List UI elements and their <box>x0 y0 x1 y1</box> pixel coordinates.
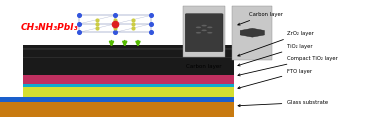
Point <box>112 23 118 25</box>
FancyBboxPatch shape <box>185 14 223 52</box>
Bar <box>23 48 234 49</box>
Circle shape <box>207 27 212 28</box>
Bar <box>23 57 234 58</box>
Bar <box>232 6 272 60</box>
Point <box>112 19 118 20</box>
Point <box>76 31 82 33</box>
Point <box>148 14 154 16</box>
Text: ZrO₂ layer: ZrO₂ layer <box>238 31 314 56</box>
Bar <box>23 87 234 97</box>
Circle shape <box>196 32 201 34</box>
Text: FTO layer: FTO layer <box>238 69 312 89</box>
Bar <box>0 97 234 102</box>
Text: TiO₂ layer: TiO₂ layer <box>238 44 313 66</box>
Point <box>76 14 82 16</box>
Point <box>148 23 154 25</box>
Point <box>112 27 118 29</box>
Bar <box>23 84 234 87</box>
Bar <box>0 102 234 117</box>
Point <box>94 27 101 29</box>
Text: Carbon layer: Carbon layer <box>238 12 284 25</box>
Point <box>112 23 118 25</box>
Point <box>130 27 136 29</box>
Point <box>130 19 136 20</box>
Circle shape <box>207 32 212 34</box>
Text: Compact TiO₂ layer: Compact TiO₂ layer <box>238 56 338 76</box>
Text: Carbon layer: Carbon layer <box>186 64 221 69</box>
Point <box>148 31 154 33</box>
Point <box>112 14 118 16</box>
Bar <box>23 49 234 50</box>
Point <box>94 23 101 25</box>
Point <box>94 19 101 20</box>
Circle shape <box>196 27 201 28</box>
Text: CH₃NH₃PbI₃: CH₃NH₃PbI₃ <box>21 23 78 32</box>
Bar <box>183 6 225 57</box>
Point <box>76 23 82 25</box>
Point <box>112 31 118 33</box>
Bar <box>23 75 234 84</box>
Bar <box>23 45 234 75</box>
Circle shape <box>201 30 207 31</box>
Text: Glass substrate: Glass substrate <box>238 100 328 107</box>
Point <box>130 23 136 25</box>
Circle shape <box>201 25 207 26</box>
